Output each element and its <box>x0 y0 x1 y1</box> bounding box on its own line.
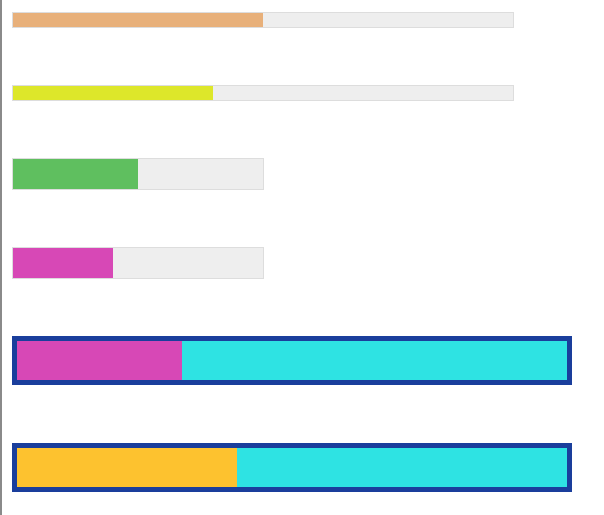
progress-bar-2 <box>12 85 514 101</box>
window-edge <box>0 0 2 515</box>
progress-bar-1 <box>12 12 514 28</box>
progress-fill <box>17 448 237 487</box>
progress-fill <box>17 341 182 380</box>
progress-bar-6 <box>12 443 572 492</box>
progress-bar-3 <box>12 158 264 190</box>
progress-fill <box>13 248 113 278</box>
progress-bar-5 <box>12 336 572 385</box>
progress-fill <box>13 159 138 189</box>
progress-bar-4 <box>12 247 264 279</box>
progress-fill <box>13 13 263 27</box>
progress-fill <box>13 86 213 100</box>
